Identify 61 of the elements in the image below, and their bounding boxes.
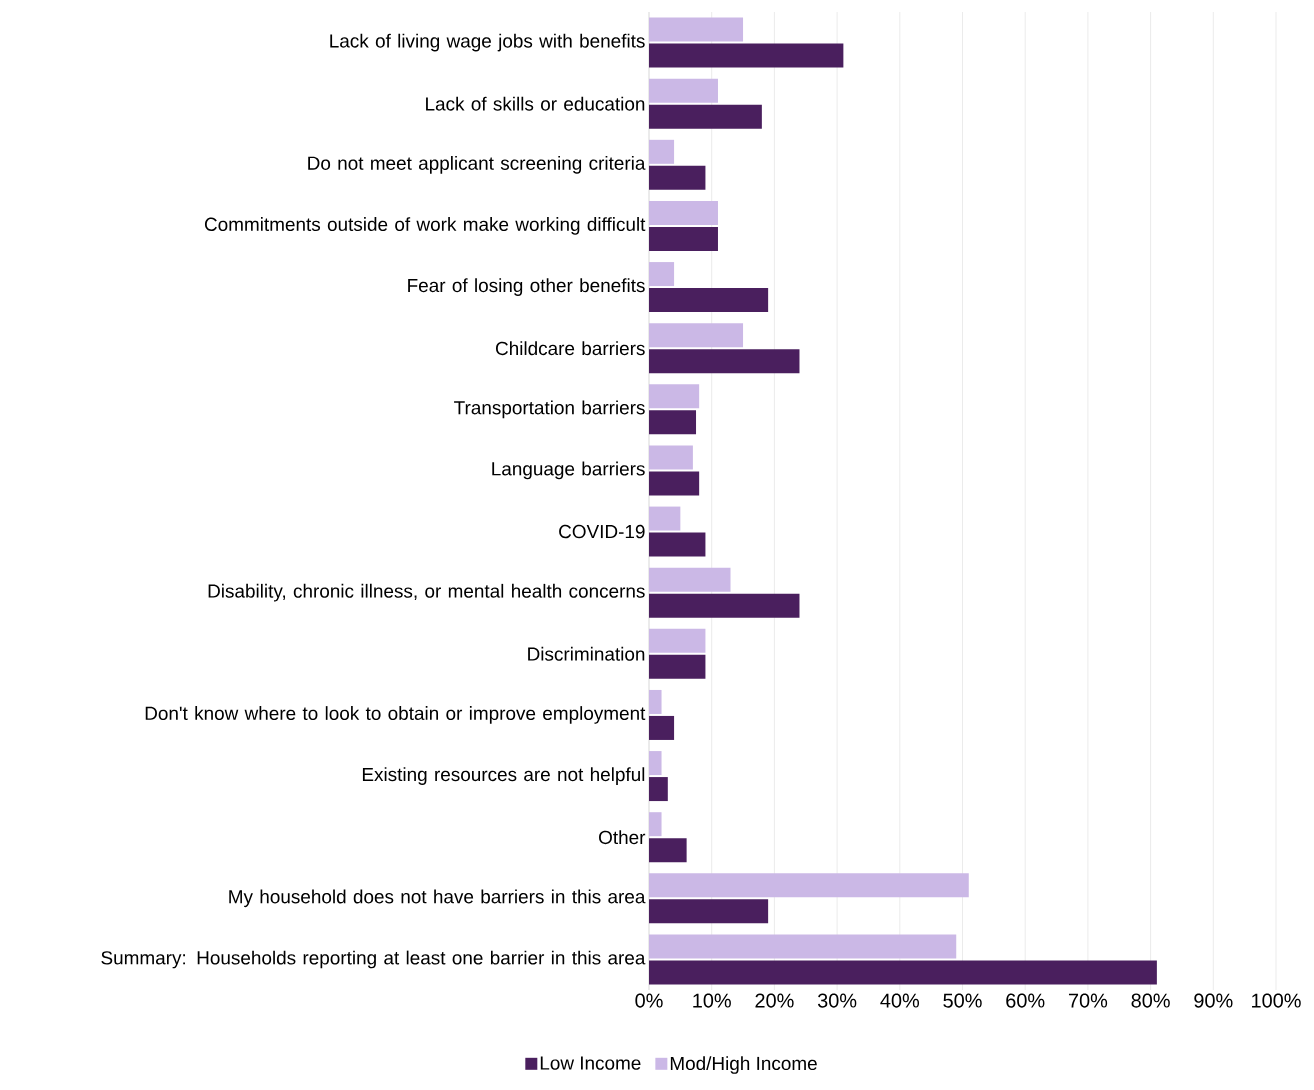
- x-tick-label: 80%: [1131, 993, 1170, 1008]
- y-tick-label: Disability, chronic illness, or mental health concerns: [208, 583, 645, 602]
- bar: [649, 262, 675, 287]
- bar: [649, 43, 844, 68]
- x-tick-label: 20%: [755, 993, 794, 1008]
- bar: [649, 838, 687, 863]
- y-tick-label: Existing resources are not helpful: [362, 767, 645, 785]
- bar: [649, 384, 700, 409]
- y-tick-label: Other: [599, 830, 646, 845]
- bar: [649, 165, 706, 190]
- y-tick-label: Commitments outside of work make working difficult: [204, 217, 646, 235]
- y-tick-label: Language barriers: [492, 461, 645, 480]
- bar: [649, 288, 769, 313]
- bar: [649, 323, 744, 348]
- x-tick-label: 50%: [943, 993, 982, 1008]
- y-tick-label: Lack of skills or education: [426, 96, 645, 111]
- y-tick-label: Do not meet applicant screening criteria: [308, 155, 646, 174]
- x-tick-label: 100%: [1252, 993, 1301, 1008]
- bar: [649, 532, 706, 557]
- x-tick-label: 0%: [635, 993, 663, 1008]
- bar: [649, 200, 718, 225]
- bar: [649, 751, 662, 776]
- x-tick-label: 70%: [1068, 993, 1108, 1008]
- bar: [649, 78, 718, 103]
- y-tick-label: Lack of living wage jobs with benefits: [330, 33, 645, 52]
- y-tick-label: COVID-19: [559, 524, 645, 539]
- bar: [649, 715, 675, 740]
- y-tick-label: Fear of losing other benefits: [408, 278, 645, 296]
- x-tick-label: 30%: [817, 993, 857, 1008]
- x-tick-label: 10%: [693, 993, 731, 1008]
- bar: [649, 567, 731, 592]
- bar: [649, 689, 662, 714]
- y-tick-label: Discrimination: [528, 646, 645, 661]
- bar: [649, 410, 697, 435]
- legend-label: Mod/High Income: [670, 1056, 817, 1074]
- bar: [649, 873, 969, 898]
- bar: [649, 17, 744, 42]
- y-tick-label: Transportation barriers: [454, 400, 645, 419]
- bar: [649, 812, 662, 837]
- y-tick-label: Childcare barriers: [496, 341, 645, 356]
- x-tick-label: 90%: [1194, 993, 1233, 1008]
- bar: [649, 777, 668, 802]
- bar: [649, 960, 1157, 985]
- bar: [649, 471, 700, 496]
- bar: [649, 593, 800, 618]
- x-tick-label: 40%: [880, 993, 920, 1008]
- y-tick-label: Don't know where to look to obtain or improve employment: [145, 706, 646, 724]
- bar: [649, 445, 693, 470]
- bar: [649, 226, 718, 251]
- bar: [649, 139, 675, 164]
- y-tick-label: Summary: Households reporting at least one barrier in this area: [101, 950, 646, 969]
- y-tick-label: My household does not have barriers in this area: [229, 889, 646, 908]
- bar: [649, 349, 800, 374]
- bar: [649, 934, 957, 959]
- x-tick-label: 60%: [1006, 993, 1045, 1008]
- bar: [649, 506, 681, 531]
- bar: [649, 654, 706, 679]
- bar: [649, 899, 769, 924]
- bar: [649, 104, 762, 129]
- bar: [649, 628, 706, 653]
- legend-label: Low Income: [540, 1056, 641, 1070]
